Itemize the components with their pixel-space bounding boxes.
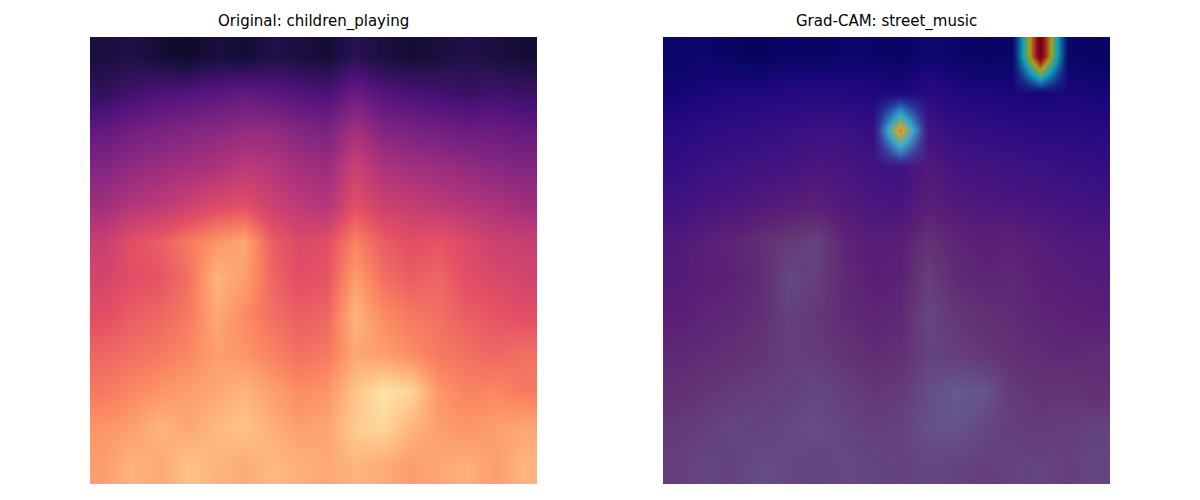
svg-text:Original: children_playing: Original: children_playing — [218, 12, 409, 31]
svg-text:Grad-CAM: street_music: Grad-CAM: street_music — [796, 12, 977, 31]
